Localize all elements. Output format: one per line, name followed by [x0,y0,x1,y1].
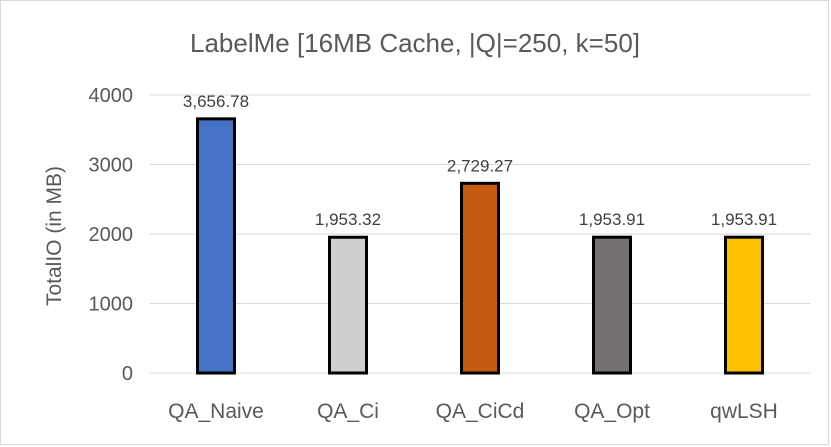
data-label: 1,953.91 [711,210,777,229]
x-category-label: qwLSH [710,400,778,423]
x-category-label: QA_CiCd [436,400,525,423]
data-label: 2,729.27 [447,156,513,175]
bars [196,117,764,375]
x-category-label: QA_Naive [168,400,264,423]
y-tick-label: 3000 [89,155,134,177]
y-axis-ticks: 0 1000 2000 3000 4000 [89,85,134,385]
bar-qwlsh [724,235,764,375]
x-category-label: QA_Opt [574,400,650,423]
y-tick-label: 4000 [89,85,134,107]
y-tick-label: 1000 [89,294,134,316]
chart-title: LabelMe [16MB Cache, |Q|=250, k=50] [190,28,640,58]
data-label: 3,656.78 [183,92,249,111]
bar-qa-opt [592,235,632,375]
y-tick-label: 0 [122,363,133,385]
y-tick-label: 2000 [89,224,134,246]
x-category-label: QA_Ci [317,400,379,423]
y-axis-label: TotalIO (in MB) [43,166,66,306]
bar-qa-cicd [460,181,500,375]
data-labels: 3,656.78 1,953.32 2,729.27 1,953.91 1,953.91 [183,92,777,229]
bar-qa-ci [328,235,368,375]
bar-qa-naive [196,117,236,375]
x-axis-categories: QA_Naive QA_Ci QA_CiCd QA_Opt qwLSH [168,400,778,423]
data-label: 1,953.32 [315,210,381,229]
data-label: 1,953.91 [579,210,645,229]
